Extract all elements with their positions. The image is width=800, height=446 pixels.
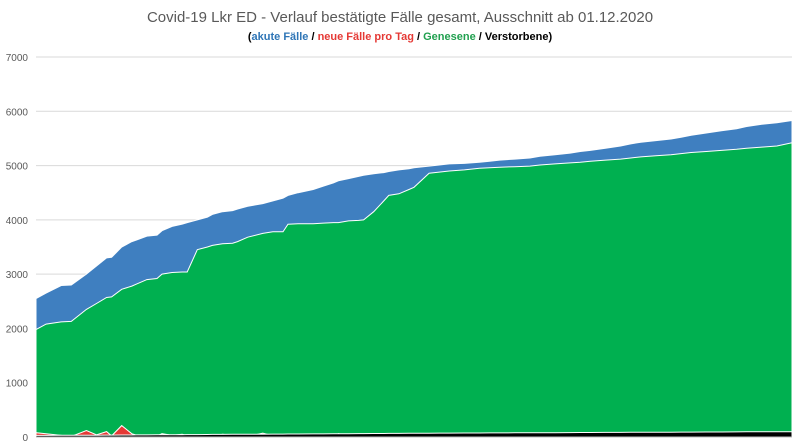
y-tick-label: 2000 [6,324,29,335]
y-tick-label: 4000 [6,216,29,227]
area-verstorbene [35,431,793,438]
y-axis: 0 1000 2000 3000 4000 5000 6000 7000 [6,53,29,444]
y-tick-label: 0 [22,433,28,444]
chart-title: Covid-19 Lkr ED - Verlauf bestätigte Fäl… [147,9,653,26]
subtitle-part: Verstorbene [485,31,549,43]
y-tick-label: 5000 [6,162,29,173]
chart-subtitle: (akute Fälle / neue Fälle pro Tag / Gene… [248,31,553,43]
subtitle-part: akute Fälle [252,31,309,43]
subtitle-part: / [476,31,485,43]
area-genesene [35,142,793,438]
subtitle-part: ( [248,31,252,43]
y-tick-label: 1000 [6,379,29,390]
subtitle-part: / [308,31,317,43]
area-series [35,119,793,438]
subtitle-part: / [414,31,423,43]
y-tick-label: 3000 [6,270,29,281]
y-tick-label: 7000 [6,53,29,64]
subtitle-part: neue Fälle pro Tag [318,31,414,43]
subtitle-part: ) [548,31,552,43]
y-tick-label: 6000 [6,107,29,118]
subtitle-part: Genesene [423,31,476,43]
